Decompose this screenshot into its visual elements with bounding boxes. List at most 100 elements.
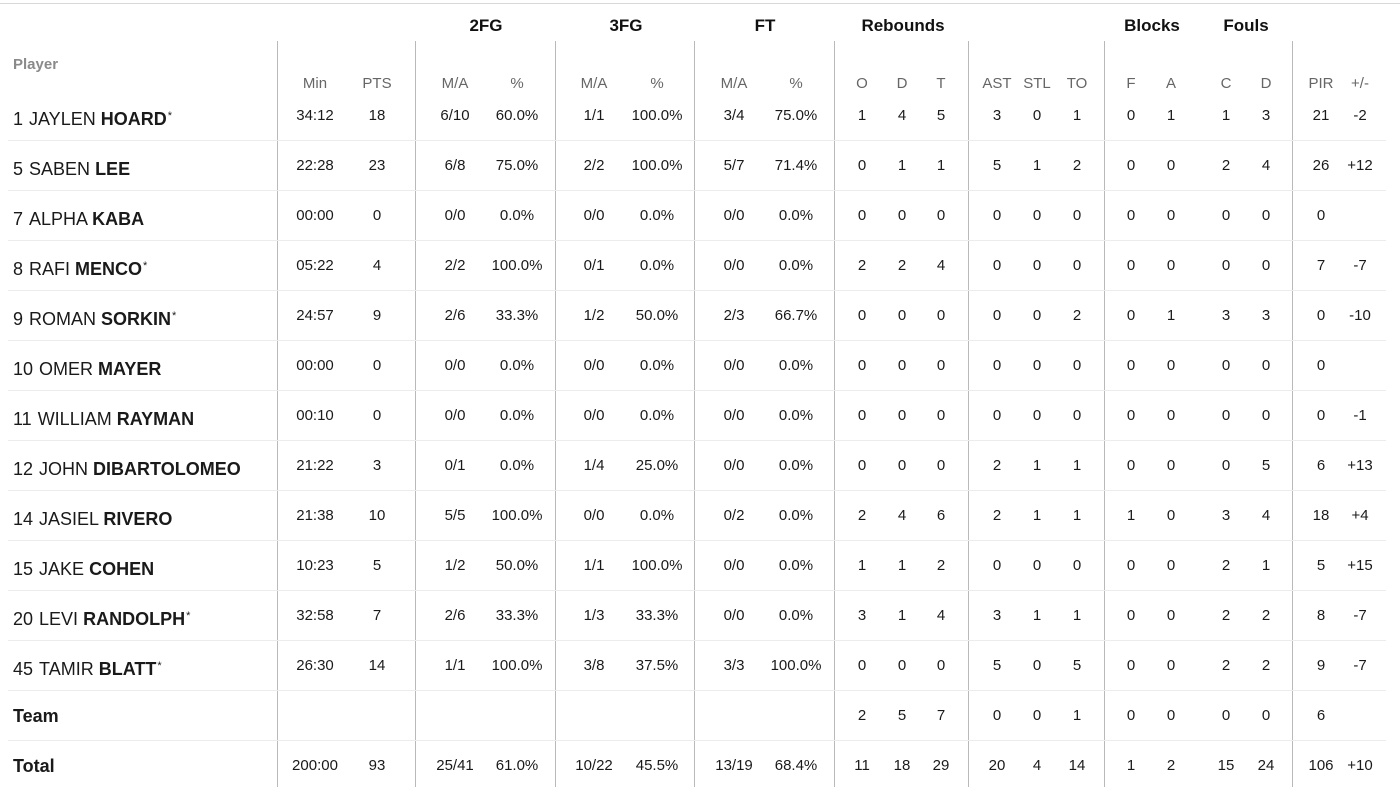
stat-reb-d: 1 — [897, 157, 907, 174]
column-header-blk-a[interactable]: A — [1165, 75, 1177, 92]
stat-pir: 5 — [1316, 557, 1326, 574]
stat-pts: 93 — [368, 757, 386, 774]
stat-blk-a: 0 — [1166, 257, 1176, 274]
column-header-ft-ma[interactable]: M/A — [720, 75, 748, 92]
stat-fg2-ma: 0/0 — [444, 207, 466, 224]
stat-reb-o: 0 — [857, 207, 867, 224]
stat-to: 1 — [1072, 507, 1082, 524]
row-divider — [8, 390, 1386, 391]
jersey-number: 45 — [13, 659, 34, 679]
stat-pm: -7 — [1353, 607, 1367, 624]
table-row: 12 JOHN DIBARTOLOMEO 21:22 3 0/1 0.0% 1/4 25.0%… — [0, 441, 1400, 491]
stat-to: 1 — [1072, 107, 1082, 124]
row-label: Team — [13, 706, 59, 726]
starter-marker: * — [157, 660, 162, 672]
player-name-link[interactable]: 11 WILLIAM RAYMAN — [13, 391, 195, 441]
stat-stl: 1 — [1032, 607, 1042, 624]
player-name-link[interactable]: 45 TAMIR BLATT* — [13, 641, 162, 691]
stat-fg2-ma: 2/6 — [444, 307, 466, 324]
stat-foul-c: 2 — [1221, 657, 1231, 674]
group-header-rebounds: Rebounds — [861, 16, 945, 35]
stat-pm: +13 — [1347, 457, 1373, 474]
column-header-foul-d[interactable]: D — [1260, 75, 1272, 92]
column-header-3fg-pct[interactable]: % — [650, 75, 664, 92]
stat-fg3-ma: 1/1 — [583, 107, 605, 124]
stat-reb-d: 0 — [897, 307, 907, 324]
stat-fg3-pct: 100.0% — [631, 557, 683, 574]
stat-pts: 7 — [372, 607, 382, 624]
column-header-2fg-pct[interactable]: % — [510, 75, 524, 92]
player-name-link[interactable]: 1 JAYLEN HOARD* — [13, 91, 172, 141]
stat-ft-ma: 0/0 — [723, 407, 745, 424]
jersey-number: 10 — [13, 359, 34, 379]
stat-pts: 9 — [372, 307, 382, 324]
column-header-2fg-ma[interactable]: M/A — [441, 75, 469, 92]
last-name: KABA — [92, 209, 145, 229]
stat-reb-t: 0 — [936, 307, 946, 324]
stat-fg2-pct: 33.3% — [495, 607, 539, 624]
stat-blk-a: 1 — [1166, 307, 1176, 324]
column-header-ft-pct[interactable]: % — [789, 75, 803, 92]
stat-pir: 6 — [1316, 457, 1326, 474]
stat-ft-ma: 0/0 — [723, 207, 745, 224]
player-name-link[interactable]: 14 JASIEL RIVERO — [13, 491, 173, 541]
player-name-link[interactable]: 7 ALPHA KABA — [13, 191, 145, 241]
stat-min: 00:00 — [296, 207, 334, 224]
stat-blk-a: 0 — [1166, 607, 1176, 624]
last-name: MENCO — [75, 259, 143, 279]
stat-foul-d: 4 — [1261, 157, 1271, 174]
player-name-link[interactable]: 8 RAFI MENCO* — [13, 241, 147, 291]
stat-reb-d: 1 — [897, 557, 907, 574]
stat-reb-d: 0 — [897, 407, 907, 424]
stat-ast: 3 — [992, 607, 1002, 624]
stat-blk-a: 0 — [1166, 357, 1176, 374]
column-header-foul-c[interactable]: C — [1220, 75, 1232, 92]
column-header-player[interactable]: Player — [13, 56, 59, 73]
stat-reb-o: 0 — [857, 407, 867, 424]
stat-fg3-pct: 37.5% — [635, 657, 679, 674]
stat-to: 1 — [1072, 707, 1082, 724]
stat-blk-f: 0 — [1126, 207, 1136, 224]
table-row: 14 JASIEL RIVERO 21:38 10 5/5 100.0% 0/0 0.0% 0/… — [0, 491, 1400, 541]
stat-to: 2 — [1072, 307, 1082, 324]
column-header-blk-f[interactable]: F — [1126, 75, 1136, 92]
stat-pir: 0 — [1316, 357, 1326, 374]
column-divider — [968, 41, 969, 787]
last-name: RAYMAN — [116, 409, 195, 429]
column-header-to[interactable]: TO — [1066, 75, 1088, 92]
table-row-team: Team 2 5 7 0 0 1 0 0 0 0 6 — [0, 691, 1400, 741]
stat-blk-a: 0 — [1166, 707, 1176, 724]
stat-fg2-pct: 0.0% — [499, 457, 535, 474]
stat-fg3-pct: 0.0% — [639, 207, 675, 224]
column-header-3fg-ma[interactable]: M/A — [580, 75, 608, 92]
player-name-link[interactable]: 15 JAKE COHEN — [13, 541, 155, 591]
first-name: WILLIAM — [37, 409, 112, 429]
stat-blk-a: 1 — [1166, 107, 1176, 124]
column-header-ast[interactable]: AST — [982, 75, 1012, 92]
table-row: 5 SABEN LEE 22:28 23 6/8 75.0% 2/2 100.0% 5/7 71.… — [0, 141, 1400, 191]
player-name-link[interactable]: 12 JOHN DIBARTOLOMEO — [13, 441, 242, 491]
column-header-pts[interactable]: PTS — [362, 75, 392, 92]
player-name-link[interactable]: 5 SABEN LEE — [13, 141, 131, 191]
table-row: 15 JAKE COHEN 10:23 5 1/2 50.0% 1/1 100.0% 0/0 0.… — [0, 541, 1400, 591]
column-header-reb-o[interactable]: O — [856, 75, 868, 92]
stat-ft-ma: 0/0 — [723, 457, 745, 474]
column-header-min[interactable]: Min — [302, 75, 328, 92]
column-header-stl[interactable]: STL — [1023, 75, 1051, 92]
stat-reb-t: 0 — [936, 657, 946, 674]
player-name-link[interactable]: 9 ROMAN SORKIN* — [13, 291, 176, 341]
stat-foul-c: 0 — [1221, 357, 1231, 374]
column-header-pir[interactable]: PIR — [1308, 75, 1334, 92]
starter-marker: * — [143, 260, 148, 272]
column-header-reb-t[interactable]: T — [936, 75, 946, 92]
stat-fg3-pct: 25.0% — [635, 457, 679, 474]
stat-reb-o: 0 — [857, 157, 867, 174]
column-header-plus-minus[interactable]: +/- — [1351, 75, 1369, 92]
player-name-link[interactable]: 10 OMER MAYER — [13, 341, 162, 391]
stat-ft-pct: 0.0% — [778, 257, 814, 274]
stat-ft-ma: 0/2 — [723, 507, 745, 524]
stat-blk-f: 1 — [1126, 507, 1136, 524]
player-name-link[interactable]: 20 LEVI RANDOLPH* — [13, 591, 190, 641]
stat-pir: 0 — [1316, 407, 1326, 424]
column-header-reb-d[interactable]: D — [896, 75, 908, 92]
